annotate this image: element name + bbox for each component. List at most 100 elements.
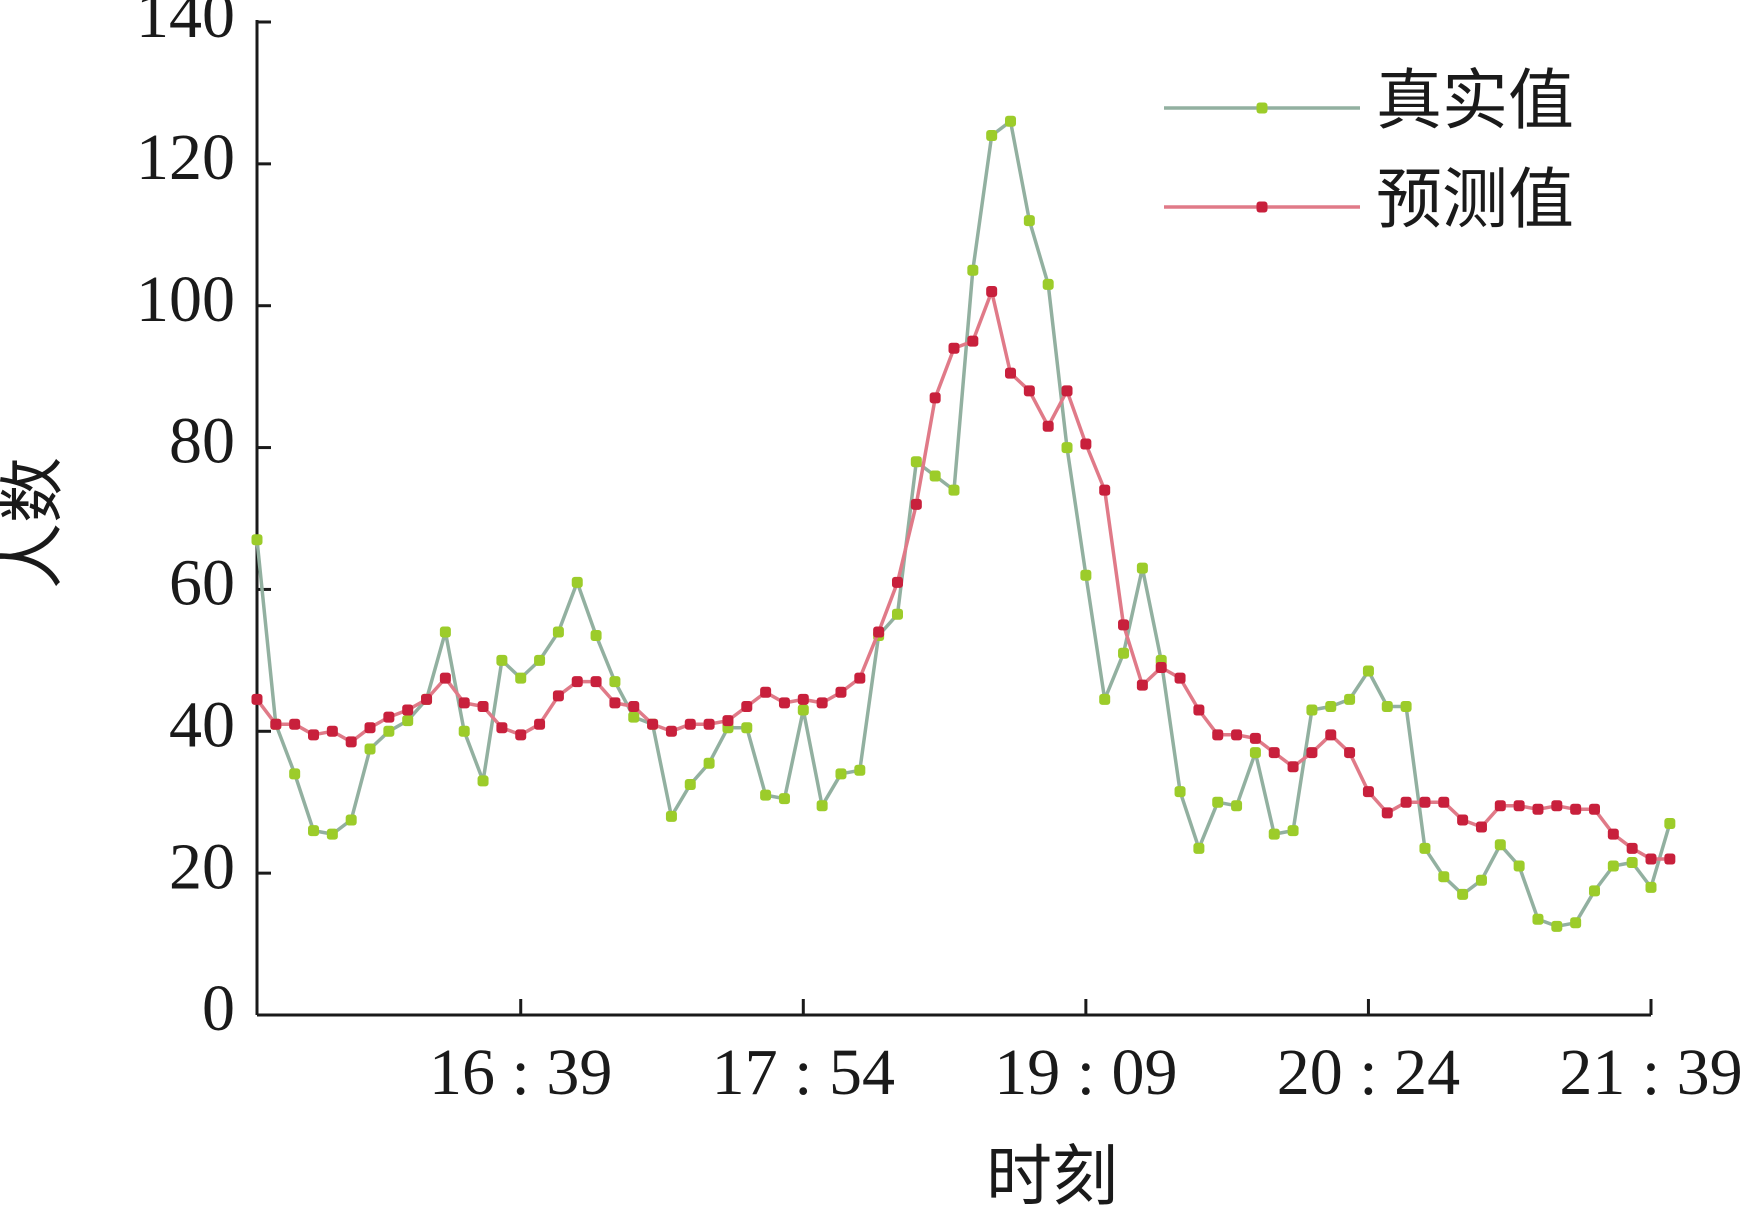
point-marker: [1607, 860, 1619, 872]
point-marker: [797, 704, 809, 716]
point-marker: [986, 129, 998, 141]
point-marker: [1532, 913, 1544, 925]
point-marker: [477, 775, 489, 787]
point-marker: [1249, 732, 1261, 744]
point-marker: [251, 693, 263, 705]
point-marker: [929, 470, 941, 482]
point-marker: [1325, 700, 1337, 712]
point-marker: [1193, 842, 1205, 854]
legend-marker: [1256, 201, 1268, 213]
point-marker: [1118, 619, 1130, 631]
point-marker: [1513, 800, 1525, 812]
point-marker: [1005, 115, 1017, 127]
point-marker: [609, 697, 621, 709]
point-marker: [421, 693, 433, 705]
point-marker: [1438, 871, 1450, 883]
point-marker: [684, 718, 696, 730]
point-marker: [458, 697, 470, 709]
y-tick-label: 0: [202, 972, 235, 1045]
point-marker: [1174, 786, 1186, 798]
point-marker: [1306, 747, 1318, 759]
point-marker: [289, 768, 301, 780]
point-marker: [1344, 747, 1356, 759]
point-marker: [1570, 917, 1582, 929]
point-marker: [1099, 484, 1111, 496]
point-marker: [458, 725, 470, 737]
point-marker: [1438, 796, 1450, 808]
series-line: [255, 119, 1672, 929]
x-tick-label: 21 : 39: [1559, 1036, 1742, 1109]
point-marker: [1457, 814, 1469, 826]
point-marker: [1042, 420, 1054, 432]
x-axis-label: 时刻: [986, 1141, 1118, 1214]
point-marker: [778, 793, 790, 805]
point-marker: [1513, 860, 1525, 872]
point-marker: [609, 676, 621, 688]
point-marker: [364, 743, 376, 755]
y-tick-label: 80: [169, 405, 235, 478]
point-marker: [1457, 888, 1469, 900]
point-marker: [1080, 438, 1092, 450]
y-axis-label: 人数: [0, 457, 70, 589]
point-marker: [251, 534, 263, 546]
point-marker: [835, 768, 847, 780]
point-marker: [1287, 825, 1299, 837]
y-tick-label: 20: [169, 830, 235, 903]
point-marker: [383, 711, 395, 723]
point-marker: [1042, 278, 1054, 290]
point-marker: [891, 608, 903, 620]
point-marker: [929, 392, 941, 404]
point-marker: [1023, 385, 1035, 397]
y-tick-label: 100: [136, 263, 235, 336]
point-marker: [477, 700, 489, 712]
point-marker: [703, 757, 715, 769]
point-marker: [515, 729, 527, 741]
point-marker: [1419, 796, 1431, 808]
point-marker: [1400, 700, 1412, 712]
point-marker: [1118, 647, 1130, 659]
point-marker: [326, 725, 338, 737]
point-marker: [1362, 786, 1374, 798]
point-marker: [1212, 796, 1224, 808]
point-marker: [571, 576, 583, 588]
point-marker: [948, 484, 960, 496]
y-tick-label: 60: [169, 547, 235, 620]
point-marker: [345, 814, 357, 826]
x-tick-label: 19 : 09: [994, 1036, 1177, 1109]
point-marker: [910, 498, 922, 510]
point-marker: [1023, 215, 1035, 227]
point-marker: [1099, 693, 1111, 705]
legend-marker: [1256, 102, 1268, 114]
point-marker: [1588, 803, 1600, 815]
point-marker: [1551, 800, 1563, 812]
x-tick-label: 17 : 54: [712, 1036, 895, 1109]
point-marker: [439, 672, 451, 684]
point-marker: [986, 286, 998, 298]
point-marker: [1664, 817, 1676, 829]
point-marker: [778, 697, 790, 709]
point-marker: [1419, 842, 1431, 854]
point-marker: [1344, 693, 1356, 705]
point-marker: [948, 342, 960, 354]
point-marker: [308, 729, 320, 741]
point-marker: [1174, 672, 1186, 684]
point-marker: [722, 715, 734, 727]
point-marker: [1136, 679, 1148, 691]
x-tick-label: 16 : 39: [429, 1036, 612, 1109]
point-marker: [552, 626, 564, 638]
point-marker: [1588, 885, 1600, 897]
point-marker: [741, 700, 753, 712]
point-marker: [1400, 796, 1412, 808]
point-marker: [345, 736, 357, 748]
y-tick-label: 120: [136, 121, 235, 194]
point-marker: [741, 722, 753, 734]
point-marker: [1381, 807, 1393, 819]
point-marker: [1193, 704, 1205, 716]
point-marker: [534, 718, 546, 730]
point-marker: [1494, 800, 1506, 812]
point-marker: [1381, 700, 1393, 712]
point-marker: [1626, 857, 1638, 869]
point-marker: [590, 676, 602, 688]
point-marker: [628, 700, 640, 712]
